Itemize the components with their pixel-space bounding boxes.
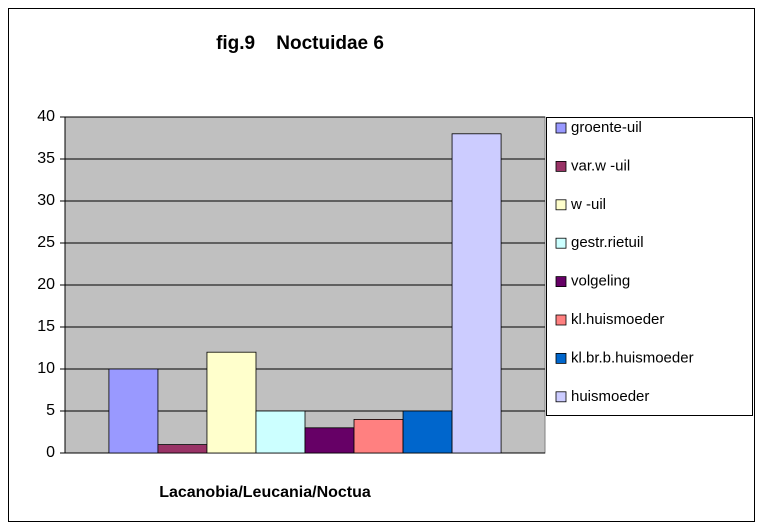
legend-label: kl.huismoeder (571, 311, 664, 328)
legend-box (546, 117, 753, 416)
bar (255, 410, 306, 454)
legend-label: volgeling (571, 273, 630, 290)
bar (157, 444, 208, 454)
y-tick-label: 10 (37, 360, 55, 377)
bar (304, 427, 355, 454)
legend-swatch (555, 352, 567, 364)
y-tick-label: 25 (37, 234, 55, 251)
bar (402, 410, 453, 454)
y-tick-label: 5 (46, 402, 55, 419)
legend-label: huismoeder (571, 388, 649, 405)
y-tick-label: 0 (46, 444, 55, 461)
legend-swatch (555, 122, 567, 134)
legend-swatch (555, 237, 567, 249)
legend-swatch (555, 160, 567, 172)
y-tick-label: 15 (37, 318, 55, 335)
bar (353, 418, 404, 454)
legend-swatch (555, 199, 567, 211)
y-tick-label: 20 (37, 276, 55, 293)
y-tick-label: 30 (37, 192, 55, 209)
chart-title: fig.9 Noctuidae 6 (216, 33, 384, 54)
bar (451, 133, 502, 454)
y-tick-label: 40 (37, 108, 55, 125)
legend-swatch (555, 276, 567, 288)
bar (206, 351, 257, 454)
legend-label: w -uil (570, 196, 606, 213)
bar (108, 368, 159, 454)
legend-swatch (555, 391, 567, 403)
legend-swatch (555, 314, 567, 326)
legend-label: kl.br.b.huismoeder (571, 349, 694, 366)
legend-label: var.w -uil (571, 157, 630, 174)
legend-label: gestr.rietuil (571, 234, 644, 251)
x-axis-label: Lacanobia/Leucania/Noctua (159, 484, 371, 501)
legend-label: groente-uil (571, 119, 642, 136)
y-tick-label: 35 (37, 150, 55, 167)
